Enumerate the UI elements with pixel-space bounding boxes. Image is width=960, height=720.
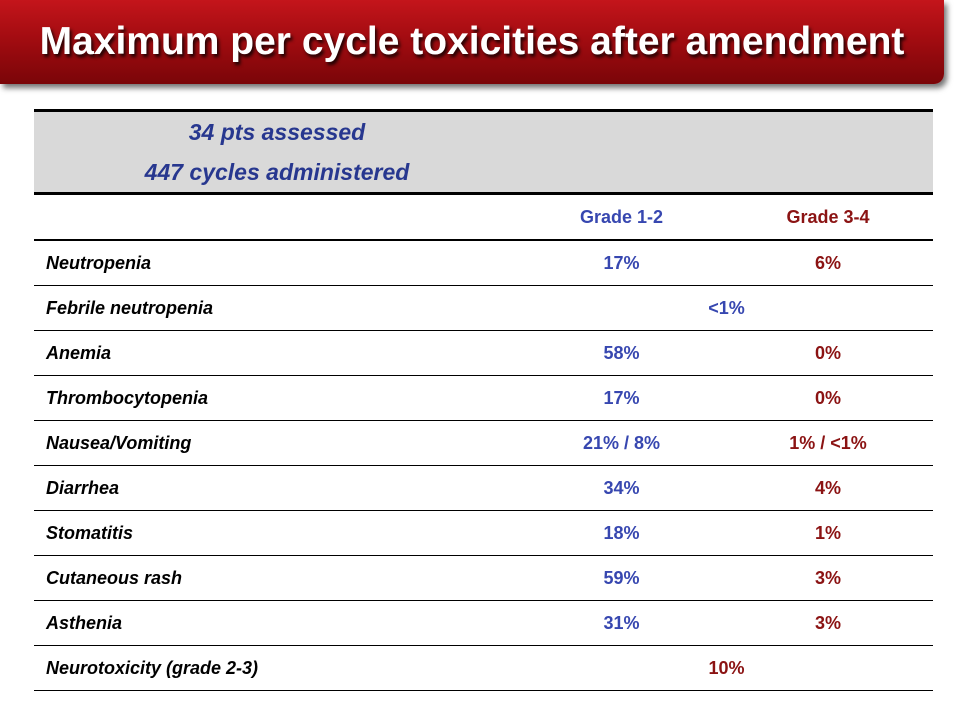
table-row: Nausea/Vomiting 21% / 8% 1% / <1% bbox=[34, 420, 933, 466]
grade-1-2-value: 17% bbox=[520, 375, 723, 421]
grade-1-2-value: 34% bbox=[520, 465, 723, 511]
toxicity-name: Cutaneous rash bbox=[34, 555, 520, 601]
combined-grade-value: 10% bbox=[520, 645, 933, 691]
grade-3-4-header: Grade 3-4 bbox=[723, 193, 933, 241]
grade-1-2-value: 17% bbox=[520, 240, 723, 286]
toxicity-name: Febrile neutropenia bbox=[34, 285, 520, 331]
grade-3-4-value: 0% bbox=[723, 375, 933, 421]
cycles-administered: 447 cycles administered bbox=[144, 159, 410, 185]
grade-1-2-value: 18% bbox=[520, 510, 723, 556]
toxicity-name: Stomatitis bbox=[34, 510, 520, 556]
grade-3-4-value: 6% bbox=[723, 240, 933, 286]
grade-3-4-value: 1% / <1% bbox=[723, 420, 933, 466]
grade-1-2-value: 59% bbox=[520, 555, 723, 601]
grade-header-blank bbox=[34, 193, 520, 241]
toxicity-name: Nausea/Vomiting bbox=[34, 420, 520, 466]
table-row: Anemia 58% 0% bbox=[34, 330, 933, 376]
toxicity-name: Asthenia bbox=[34, 600, 520, 646]
assessment-cell: 34 pts assessed 447 cycles administered bbox=[34, 109, 520, 195]
assessment-header-row: 34 pts assessed 447 cycles administered bbox=[34, 109, 933, 195]
slide-title: Maximum per cycle toxicities after amend… bbox=[39, 20, 905, 63]
table-row: Thrombocytopenia 17% 0% bbox=[34, 375, 933, 421]
grade-header-row: Grade 1-2 Grade 3-4 bbox=[34, 193, 933, 241]
toxicity-name: Neutropenia bbox=[34, 240, 520, 286]
grade-1-2-value: 31% bbox=[520, 600, 723, 646]
header-blank-cell bbox=[520, 109, 933, 195]
patients-assessed: 34 pts assessed bbox=[188, 119, 366, 145]
table-row: Febrile neutropenia <1% bbox=[34, 285, 933, 331]
toxicity-table: 34 pts assessed 447 cycles administered … bbox=[34, 109, 933, 691]
grade-3-4-value: 3% bbox=[723, 555, 933, 601]
toxicity-name: Neurotoxicity (grade 2-3) bbox=[34, 645, 520, 691]
table-row: Diarrhea 34% 4% bbox=[34, 465, 933, 511]
grade-3-4-value: 3% bbox=[723, 600, 933, 646]
title-bar: Maximum per cycle toxicities after amend… bbox=[0, 0, 944, 84]
toxicity-rows: Neutropenia 17% 6% Febrile neutropenia <1% An… bbox=[34, 240, 933, 691]
table-row: Asthenia 31% 3% bbox=[34, 600, 933, 646]
table-row: Neutropenia 17% 6% bbox=[34, 240, 933, 286]
grade-1-2-value: 58% bbox=[520, 330, 723, 376]
toxicity-name: Anemia bbox=[34, 330, 520, 376]
table-row: Neurotoxicity (grade 2-3) 10% bbox=[34, 645, 933, 691]
toxicity-name: Diarrhea bbox=[34, 465, 520, 511]
table-row: Cutaneous rash 59% 3% bbox=[34, 555, 933, 601]
combined-grade-value: <1% bbox=[520, 285, 933, 331]
table-row: Stomatitis 18% 1% bbox=[34, 510, 933, 556]
grade-3-4-value: 4% bbox=[723, 465, 933, 511]
grade-3-4-value: 0% bbox=[723, 330, 933, 376]
grade-3-4-value: 1% bbox=[723, 510, 933, 556]
grade-1-2-value: 21% / 8% bbox=[520, 420, 723, 466]
toxicity-name: Thrombocytopenia bbox=[34, 375, 520, 421]
grade-1-2-header: Grade 1-2 bbox=[520, 193, 723, 241]
